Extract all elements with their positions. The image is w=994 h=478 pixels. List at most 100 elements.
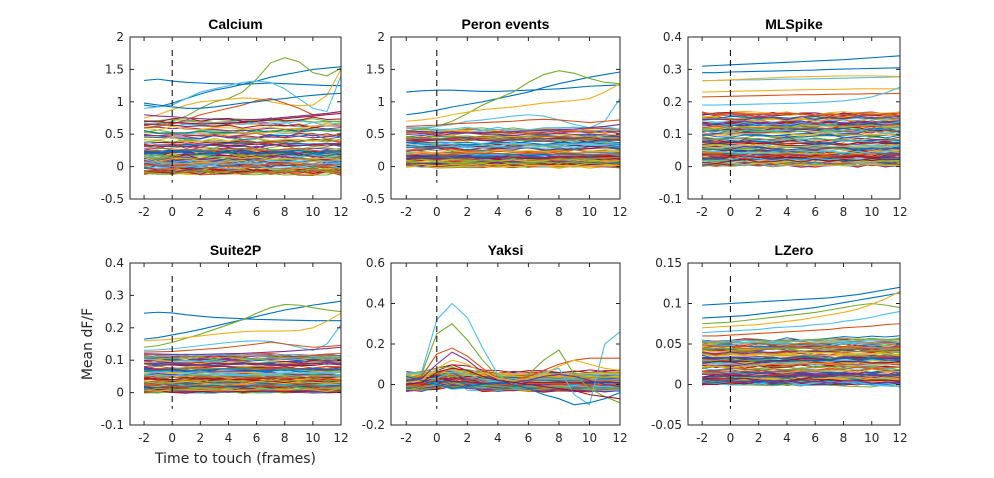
trace-line [406,367,620,400]
traces [406,70,620,169]
trace-line [406,132,620,137]
trace-line [144,311,341,322]
trace-line [702,133,900,139]
y-tick-label: 0.2 [105,321,124,335]
trace-line [702,347,900,353]
x-tick-label: -2 [400,431,412,445]
y-tick-label: 0.4 [105,256,124,270]
axes-background [130,263,341,425]
trace-line [702,128,900,134]
x-tick-label: 8 [281,431,289,445]
trace-line [143,371,341,376]
y-tick-label: 1 [377,95,385,109]
trace-line [144,368,341,373]
trace-line [702,137,900,143]
x-tick-label: 4 [783,431,791,445]
trace-line [702,117,900,123]
trace-line [702,369,900,375]
trace-line [702,362,900,368]
trace-line [406,143,620,148]
trace-line [702,156,900,162]
x-tick-label: 6 [525,205,533,219]
axes-frame [129,262,342,426]
x-tick-label: 4 [225,205,233,219]
trace-line [702,127,900,132]
x-tick-label: 10 [305,431,320,445]
x-tick-label: -2 [696,431,708,445]
trace-line [702,55,900,67]
axes-background [391,263,620,425]
trace-line [406,152,620,159]
y-tick-label: 0 [377,160,385,174]
trace-line [406,364,620,374]
trace-line [143,146,341,153]
trace-line [702,132,900,137]
trace-line [406,377,620,385]
x-tick-label: 12 [612,431,627,445]
x-tick-label: 4 [494,431,502,445]
panel-title: Calcium [208,16,262,32]
trace-line [144,132,341,138]
y-tick-label: 0.6 [366,256,385,270]
x-tick-label: 4 [783,205,791,219]
trace-line [144,143,341,149]
x-tick-label: -2 [138,431,150,445]
x-tick-label: 6 [253,205,261,219]
x-tick-label: 10 [305,205,320,219]
y-tick-label: -0.2 [362,418,385,432]
panel-2: -2 0 2 4 6 8 10 12 -0.1 0 0.1 0.2 0.3 0.4 MLSpike [659,16,908,219]
trace-line [144,341,341,353]
y-tick-label: -0.1 [659,192,682,206]
trace-line [702,302,900,325]
trace-line [702,366,900,373]
panel-3: -2 0 2 4 6 8 10 12 -0.1 0 0.1 0.2 0.3 0.4 Suite2P Mean … [80,242,349,445]
y-tick-label: 0.4 [663,30,682,44]
trace-line [144,384,341,389]
trace-line [144,110,341,121]
y-tick-label: 0.3 [663,62,682,76]
x-tick-label: -2 [138,205,150,219]
trace-line [144,112,341,125]
x-tick-label: 8 [555,205,563,219]
trace-line [702,111,900,117]
x-tick-label: 8 [555,431,563,445]
trace-line [702,354,900,362]
trace-line [702,75,900,82]
y-tick-label: 0.5 [105,127,124,141]
trace-line [406,156,620,162]
trace-line [702,342,900,347]
panel-5: -2 0 2 4 6 8 10 12 -0.05 0 0.05 0.1 0.15 LZero [651,242,908,445]
trace-line [143,360,341,365]
x-tick-label: 12 [892,431,907,445]
traces [702,286,900,388]
traces [143,300,341,394]
y-axis-label: Mean dF/F [80,308,96,380]
panel-1: -2 0 2 4 6 8 10 12 -0.5 0 0.5 1 1.5 2 Peron events [362,16,628,219]
y-tick-label: 0.1 [663,297,682,311]
x-tick-label: 4 [225,431,233,445]
trace-line [406,152,620,157]
trace-line [406,126,620,131]
trace-line [144,126,341,132]
trace-line [702,92,900,98]
y-tick-label: 0.2 [366,337,385,351]
trace-line [406,136,620,142]
trace-line [406,98,620,129]
trace-line [702,343,900,348]
trace-line [144,384,341,389]
trace-line [143,66,341,108]
trace-line [144,312,341,342]
trace-line [702,377,900,382]
trace-line [144,388,341,394]
y-tick-label: -0.5 [362,192,385,206]
y-tick-label: 0.15 [655,256,682,270]
x-tick-label: 0 [433,205,441,219]
x-tick-label: 8 [840,431,848,445]
trace-line [406,359,620,384]
axes-background [391,37,620,199]
trace-line [406,83,620,122]
trace-line [144,354,341,358]
trace-line [143,69,341,119]
trace-line [406,375,620,406]
y-tick-label: 0.1 [663,127,682,141]
